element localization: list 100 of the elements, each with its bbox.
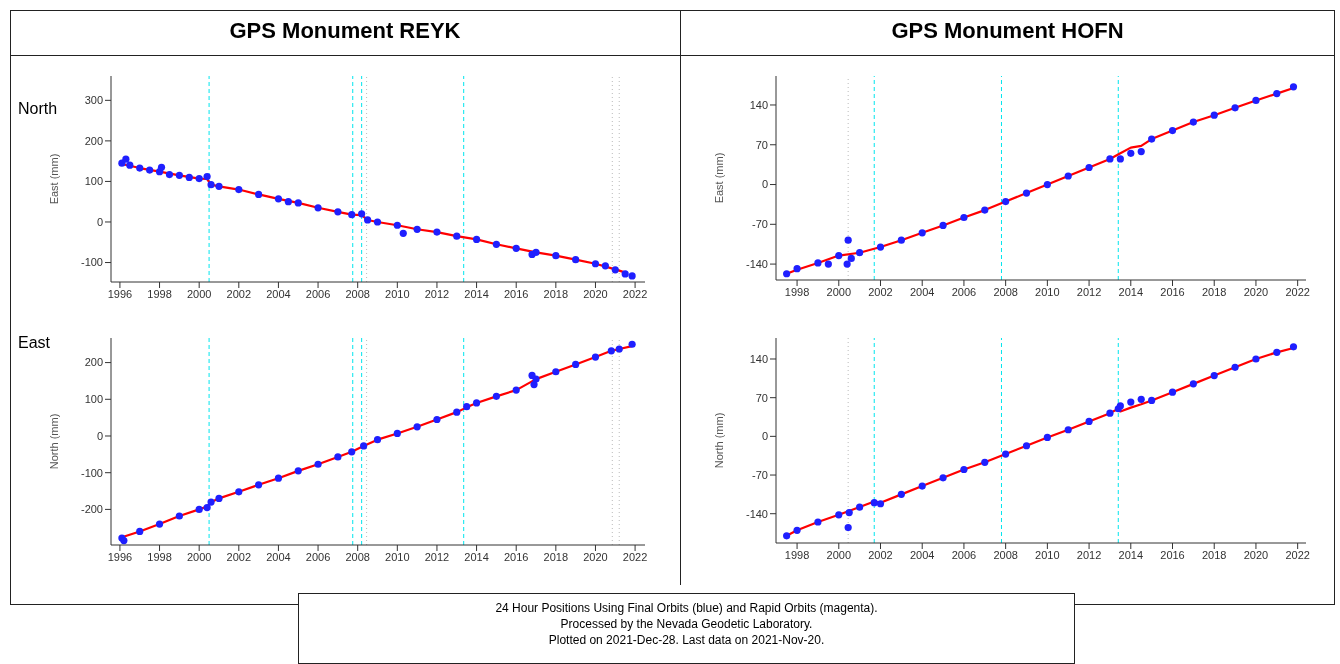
point <box>621 270 629 278</box>
point <box>165 170 174 179</box>
x-tick-label: 2016 <box>503 287 529 300</box>
point <box>1002 450 1010 458</box>
x-tick-label: 2008 <box>345 550 370 563</box>
x-tick-label: 2006 <box>951 285 977 298</box>
y-tick-label: -100 <box>80 256 103 269</box>
y-tick-label: 0 <box>96 429 103 442</box>
point <box>1189 380 1197 388</box>
x-tick-label: 2010 <box>1035 285 1060 298</box>
point <box>1064 426 1072 434</box>
point <box>207 498 215 506</box>
point <box>1189 118 1197 126</box>
point <box>1252 96 1260 105</box>
x-tick-label: 1998 <box>784 285 810 298</box>
point <box>1106 409 1114 417</box>
point <box>294 199 302 207</box>
x-tick-label: 2020 <box>1243 285 1269 298</box>
point <box>591 353 600 361</box>
point <box>399 229 407 237</box>
x-tick-label: 2020 <box>583 550 608 563</box>
point <box>136 527 144 536</box>
point <box>844 236 852 244</box>
point <box>255 190 263 199</box>
point <box>572 256 580 264</box>
point <box>334 453 342 461</box>
point <box>1085 163 1093 172</box>
y-tick-label: 100 <box>84 393 103 406</box>
x-tick-label: 2002 <box>868 548 893 561</box>
y-tick-label: -140 <box>745 507 768 520</box>
point <box>1064 172 1072 180</box>
x-tick-label: 2000 <box>826 548 852 561</box>
point <box>453 408 461 416</box>
point <box>1289 343 1298 351</box>
point <box>615 345 623 353</box>
point <box>512 386 520 394</box>
point <box>215 494 223 502</box>
point <box>835 511 843 519</box>
x-tick-label: 1998 <box>147 550 172 563</box>
point <box>1127 149 1135 157</box>
point <box>793 526 801 534</box>
point <box>591 260 600 268</box>
x-tick-label: 2022 <box>1285 285 1310 298</box>
point <box>1148 135 1156 143</box>
x-tick-label: 2022 <box>622 287 648 300</box>
x-tick-label: 2016 <box>503 550 529 563</box>
point <box>364 216 372 224</box>
point <box>1043 180 1051 189</box>
y-tick-label: -140 <box>745 257 768 270</box>
x-tick-label: 2010 <box>385 550 410 563</box>
point <box>1252 355 1260 363</box>
point <box>824 260 832 268</box>
point <box>157 163 166 171</box>
y-tick-label: -70 <box>752 468 768 481</box>
point <box>492 392 500 400</box>
point <box>845 509 853 517</box>
point <box>358 210 366 218</box>
y-tick-label: -200 <box>80 503 103 516</box>
point <box>373 436 382 444</box>
point <box>1148 396 1156 405</box>
point <box>1273 90 1281 98</box>
point <box>897 236 905 244</box>
x-tick-label: 2014 <box>1118 548 1144 561</box>
point <box>856 249 864 257</box>
point <box>783 532 791 540</box>
y-axis-title: North (mm) <box>712 412 725 469</box>
y-tick-label: 200 <box>84 356 103 369</box>
x-tick-label: 1996 <box>107 287 133 300</box>
text: East <box>18 334 51 352</box>
point <box>1168 388 1177 396</box>
point <box>472 399 481 407</box>
point <box>1043 433 1051 442</box>
point <box>1116 155 1124 163</box>
point <box>960 213 968 222</box>
point <box>1085 417 1093 426</box>
point <box>136 164 144 172</box>
point <box>1137 395 1145 403</box>
point <box>876 243 885 251</box>
x-tick-label: 2018 <box>543 550 569 563</box>
point <box>532 248 540 256</box>
point <box>918 482 926 490</box>
x-tick-label: 2018 <box>1201 285 1227 298</box>
x-tick-label: 2014 <box>1118 285 1144 298</box>
x-tick-label: 2004 <box>909 548 935 561</box>
x-tick-label: 2004 <box>266 550 291 563</box>
text: Processed by the Nevada Geodetic Laboratory. <box>559 616 814 632</box>
point <box>393 221 401 229</box>
point <box>814 259 822 267</box>
point <box>1231 363 1239 371</box>
point <box>870 499 878 507</box>
y-axis-title: East (mm) <box>47 153 60 205</box>
x-tick-label: 2008 <box>993 548 1018 561</box>
point <box>185 173 193 181</box>
y-tick-label: 70 <box>755 391 768 404</box>
point <box>235 488 243 496</box>
point <box>334 208 342 216</box>
x-tick-label: 2018 <box>1201 548 1227 561</box>
y-tick-label: 200 <box>84 134 103 147</box>
point <box>572 360 580 369</box>
text: 24 Hour Positions Using Final Orbits (blue) and Rapid Orbits (magenta). <box>494 600 879 616</box>
